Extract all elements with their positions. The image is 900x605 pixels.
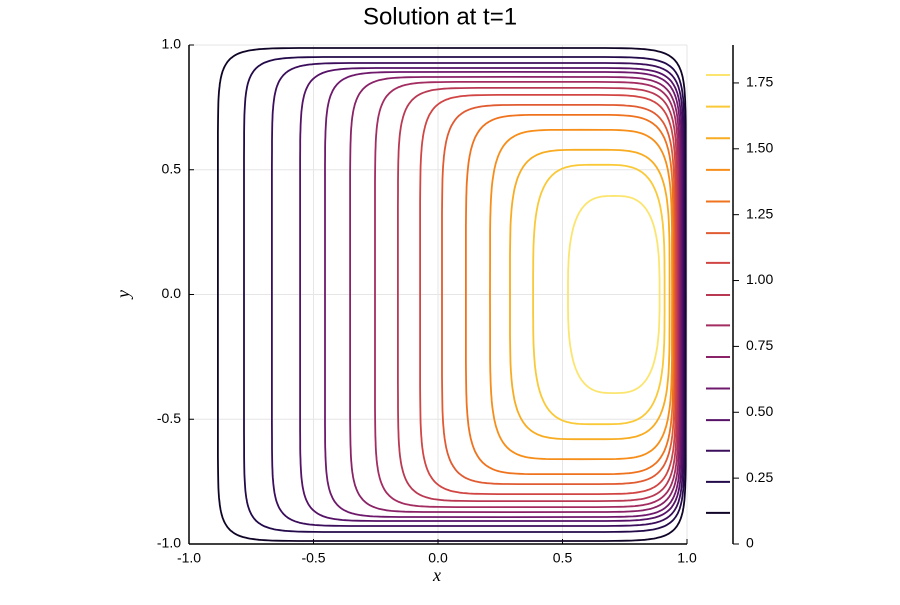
y-tick-label: -1.0	[157, 535, 181, 551]
contour-line	[397, 87, 678, 502]
colorbar-tick-label: 1.00	[746, 271, 773, 287]
x-tick-label: -0.5	[301, 550, 325, 566]
contour-line	[243, 56, 686, 533]
colorbar-tick-label: 0.25	[746, 469, 773, 485]
colorbar-tick-label: 1.50	[746, 140, 773, 156]
y-tick-label: 1.0	[162, 36, 182, 52]
x-tick-label: -1.0	[177, 550, 201, 566]
x-axis-label: x	[432, 565, 441, 585]
contour-line	[465, 114, 675, 475]
contour-line	[349, 75, 681, 514]
y-tick-label: 0.5	[162, 160, 182, 176]
x-tick-label: 1.0	[677, 550, 697, 566]
contour-line	[419, 94, 677, 495]
contour-line	[509, 148, 671, 441]
contour-line	[374, 81, 680, 508]
y-tick-label: -0.5	[157, 410, 181, 426]
colorbar-tick-label: 1.75	[746, 74, 773, 90]
contour-line	[489, 128, 674, 461]
contour-line	[271, 62, 685, 527]
x-tick-label: 0.5	[553, 550, 573, 566]
x-tick-label: 0.0	[428, 550, 448, 566]
contour-line	[324, 70, 682, 519]
y-tick-label: 0.0	[162, 285, 182, 301]
colorbar-tick-label: 0.75	[746, 337, 773, 353]
y-axis-label: y	[113, 290, 133, 300]
contour-line	[217, 47, 687, 542]
colorbar-tick-label: 1.25	[746, 205, 773, 221]
contour-line	[299, 67, 683, 522]
colorbar-tick-label: 0	[746, 535, 754, 551]
colorbar-tick-label: 0.50	[746, 403, 773, 419]
chart-title: Solution at t=1	[363, 3, 517, 30]
contour-line	[567, 194, 661, 395]
contour-line	[532, 163, 666, 426]
contour-line	[441, 104, 676, 485]
